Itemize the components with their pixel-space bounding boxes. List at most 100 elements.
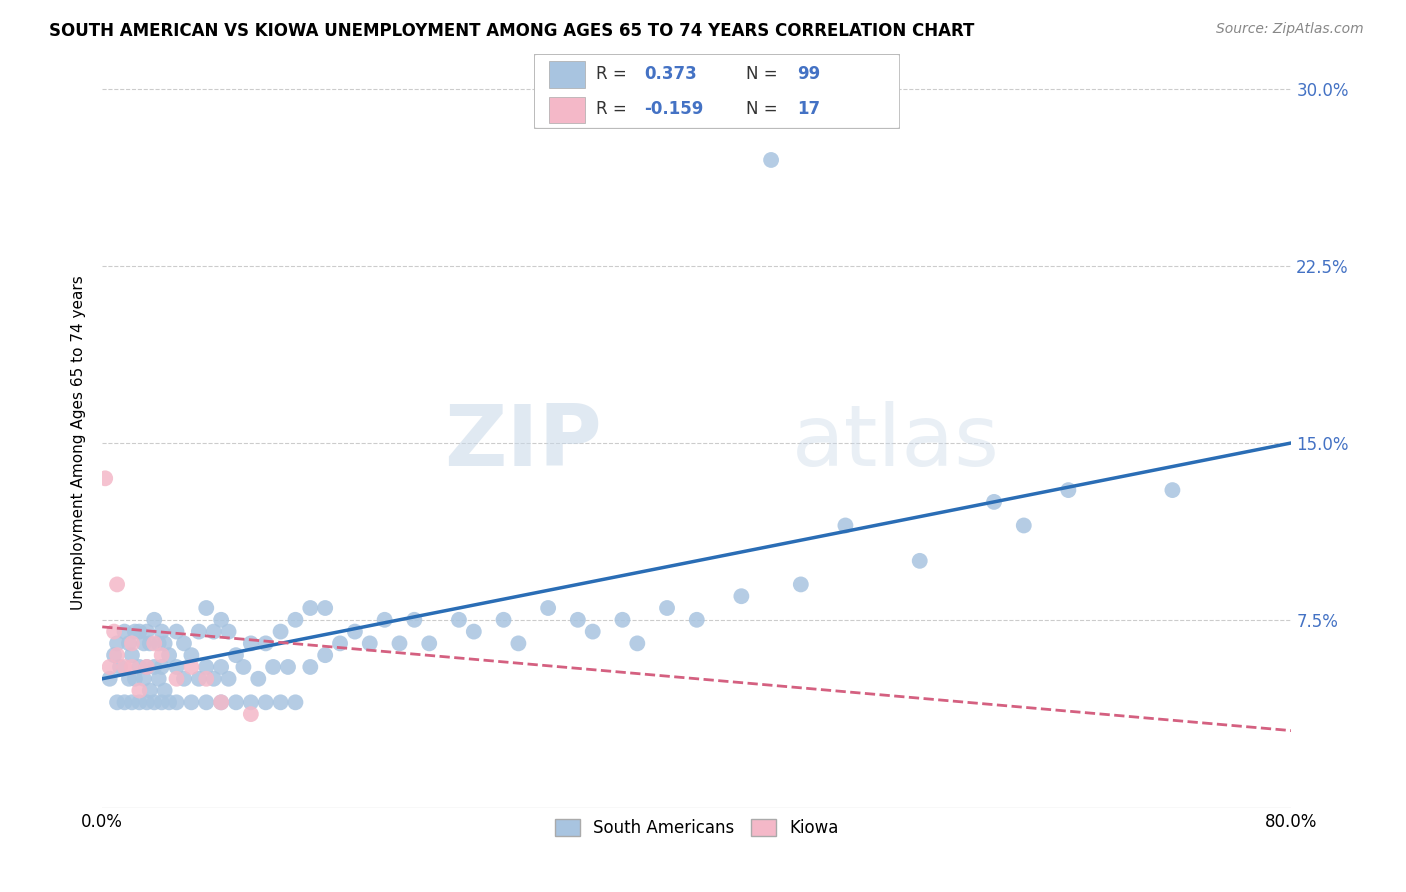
Point bbox=[218, 672, 240, 686]
Point bbox=[135, 660, 157, 674]
Point bbox=[121, 636, 143, 650]
Point bbox=[582, 624, 605, 639]
Point bbox=[284, 695, 307, 709]
Point bbox=[314, 601, 336, 615]
Point bbox=[98, 660, 121, 674]
Point bbox=[153, 636, 176, 650]
Point bbox=[277, 660, 299, 674]
Point bbox=[983, 495, 1005, 509]
Point bbox=[447, 613, 470, 627]
Point bbox=[98, 672, 121, 686]
Point bbox=[492, 613, 515, 627]
Y-axis label: Unemployment Among Ages 65 to 74 years: Unemployment Among Ages 65 to 74 years bbox=[72, 276, 86, 610]
Point bbox=[254, 636, 277, 650]
Point bbox=[166, 672, 188, 686]
Point bbox=[187, 624, 209, 639]
Point bbox=[173, 672, 195, 686]
Point bbox=[128, 695, 150, 709]
Point bbox=[105, 695, 128, 709]
Point bbox=[135, 660, 157, 674]
Text: Source: ZipAtlas.com: Source: ZipAtlas.com bbox=[1216, 22, 1364, 37]
Point bbox=[157, 648, 180, 662]
Point bbox=[329, 636, 352, 650]
Point bbox=[209, 695, 232, 709]
Point bbox=[567, 613, 589, 627]
Point bbox=[157, 695, 180, 709]
Point bbox=[404, 613, 426, 627]
Point bbox=[139, 683, 162, 698]
Point bbox=[114, 660, 136, 674]
Text: R =: R = bbox=[596, 100, 633, 119]
Point bbox=[908, 554, 931, 568]
Point bbox=[374, 613, 396, 627]
Point bbox=[299, 660, 322, 674]
Point bbox=[105, 636, 128, 650]
Point bbox=[508, 636, 530, 650]
Text: 0.373: 0.373 bbox=[644, 64, 697, 83]
Point bbox=[132, 672, 155, 686]
Point bbox=[105, 577, 128, 591]
Point bbox=[135, 695, 157, 709]
Point bbox=[148, 636, 170, 650]
Point bbox=[143, 695, 166, 709]
Point bbox=[195, 672, 218, 686]
Point bbox=[121, 695, 143, 709]
Point bbox=[135, 624, 157, 639]
Point bbox=[139, 636, 162, 650]
Legend: South Americans, Kiowa: South Americans, Kiowa bbox=[548, 813, 845, 844]
Point bbox=[299, 601, 322, 615]
Point bbox=[118, 672, 141, 686]
Point bbox=[209, 613, 232, 627]
Text: R =: R = bbox=[596, 64, 633, 83]
Point bbox=[202, 624, 225, 639]
Point bbox=[626, 636, 648, 650]
Point bbox=[655, 601, 678, 615]
Point bbox=[225, 648, 247, 662]
Point bbox=[166, 624, 188, 639]
Point bbox=[124, 624, 146, 639]
Bar bbox=[548, 96, 585, 123]
Point bbox=[166, 660, 188, 674]
Point bbox=[209, 660, 232, 674]
Point bbox=[247, 672, 270, 686]
Point bbox=[121, 660, 143, 674]
Point bbox=[254, 695, 277, 709]
FancyBboxPatch shape bbox=[534, 54, 900, 128]
Point bbox=[94, 471, 117, 485]
Point bbox=[418, 636, 440, 650]
Point bbox=[759, 153, 782, 167]
Point bbox=[232, 660, 254, 674]
Point bbox=[148, 672, 170, 686]
Point bbox=[1012, 518, 1035, 533]
Point bbox=[124, 672, 146, 686]
Point bbox=[195, 695, 218, 709]
Point bbox=[359, 636, 381, 650]
Text: N =: N = bbox=[747, 100, 783, 119]
Point bbox=[262, 660, 284, 674]
Point bbox=[143, 660, 166, 674]
Text: -0.159: -0.159 bbox=[644, 100, 703, 119]
Point bbox=[834, 518, 856, 533]
Point bbox=[166, 695, 188, 709]
Point bbox=[150, 624, 173, 639]
Point bbox=[463, 624, 485, 639]
Point bbox=[239, 707, 262, 722]
Point bbox=[1057, 483, 1080, 497]
Point bbox=[132, 636, 155, 650]
Text: 99: 99 bbox=[797, 64, 821, 83]
Point bbox=[1161, 483, 1184, 497]
Point bbox=[218, 624, 240, 639]
Text: ZIP: ZIP bbox=[444, 401, 602, 484]
Point bbox=[239, 636, 262, 650]
Point bbox=[284, 613, 307, 627]
Point bbox=[128, 660, 150, 674]
Point bbox=[153, 683, 176, 698]
Point bbox=[114, 624, 136, 639]
Point bbox=[121, 648, 143, 662]
Point bbox=[108, 660, 131, 674]
Point bbox=[150, 648, 173, 662]
Point bbox=[270, 624, 292, 639]
Text: SOUTH AMERICAN VS KIOWA UNEMPLOYMENT AMONG AGES 65 TO 74 YEARS CORRELATION CHART: SOUTH AMERICAN VS KIOWA UNEMPLOYMENT AMO… bbox=[49, 22, 974, 40]
Point bbox=[180, 660, 202, 674]
Point bbox=[180, 648, 202, 662]
